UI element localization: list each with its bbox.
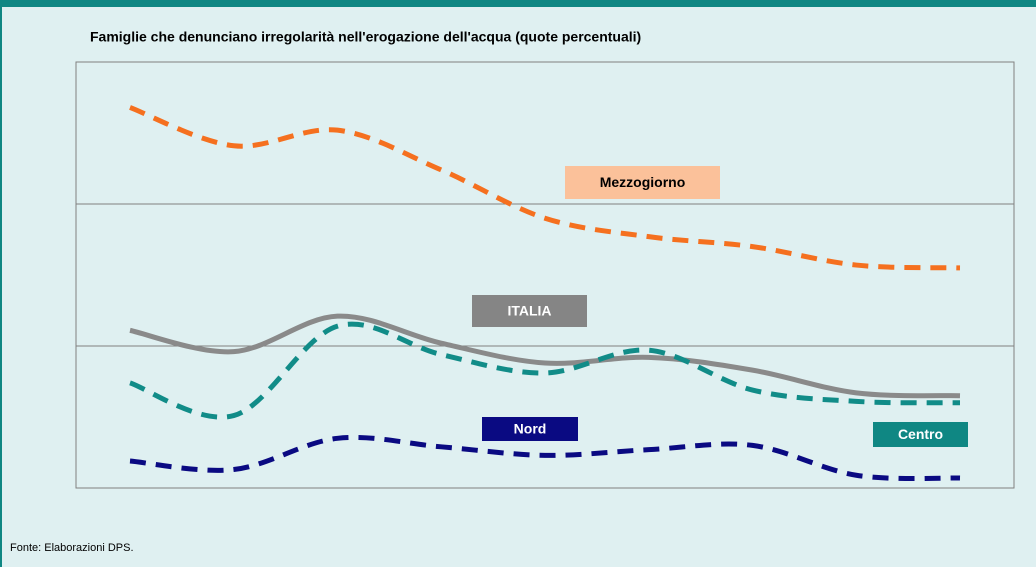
series-label-box — [873, 422, 968, 447]
series-label: Mezzogiorno — [600, 174, 686, 190]
series-line — [129, 105, 961, 271]
left-border — [0, 0, 2, 567]
series-label-box — [482, 417, 578, 441]
series-line — [129, 434, 961, 481]
series-label: Nord — [514, 421, 547, 437]
top-bar — [0, 0, 1036, 7]
series-label: ITALIA — [507, 303, 551, 319]
series-label-box — [472, 295, 587, 327]
series-label-box — [565, 166, 720, 199]
source-note: Fonte: Elaborazioni DPS. — [10, 542, 134, 554]
chart-title: Famiglie che denunciano irregolarità nel… — [90, 29, 641, 45]
series-label: Centro — [898, 426, 943, 442]
series-line — [129, 313, 961, 399]
